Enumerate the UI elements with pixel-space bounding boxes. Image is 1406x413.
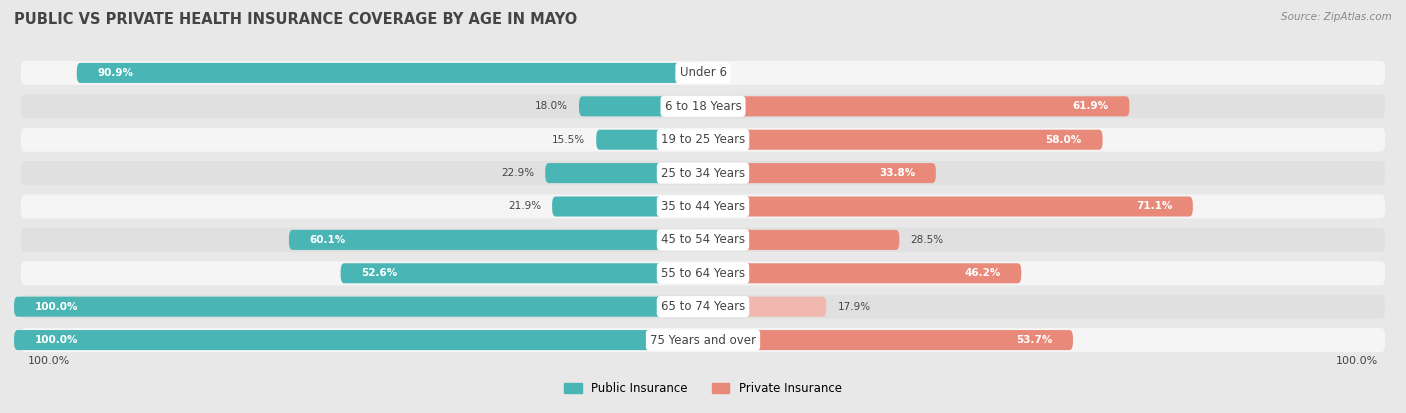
Text: 25 to 34 Years: 25 to 34 Years: [661, 166, 745, 180]
FancyBboxPatch shape: [14, 330, 703, 350]
Text: 100.0%: 100.0%: [28, 356, 70, 366]
Text: 60.1%: 60.1%: [309, 235, 346, 245]
FancyBboxPatch shape: [703, 230, 900, 250]
Text: 53.7%: 53.7%: [1017, 335, 1052, 345]
Text: Under 6: Under 6: [679, 66, 727, 79]
FancyBboxPatch shape: [703, 130, 1102, 150]
Text: 46.2%: 46.2%: [965, 268, 1001, 278]
Text: 55 to 64 Years: 55 to 64 Years: [661, 267, 745, 280]
FancyBboxPatch shape: [21, 94, 1385, 119]
Text: 6 to 18 Years: 6 to 18 Years: [665, 100, 741, 113]
FancyBboxPatch shape: [21, 61, 1385, 85]
Text: 90.9%: 90.9%: [97, 68, 134, 78]
Text: 19 to 25 Years: 19 to 25 Years: [661, 133, 745, 146]
FancyBboxPatch shape: [21, 328, 1385, 352]
FancyBboxPatch shape: [21, 128, 1385, 152]
FancyBboxPatch shape: [546, 163, 703, 183]
Text: 21.9%: 21.9%: [508, 202, 541, 211]
Text: 22.9%: 22.9%: [501, 168, 534, 178]
Text: 28.5%: 28.5%: [910, 235, 943, 245]
FancyBboxPatch shape: [703, 197, 1192, 216]
Text: 65 to 74 Years: 65 to 74 Years: [661, 300, 745, 313]
Text: 100.0%: 100.0%: [1336, 356, 1378, 366]
Text: 61.9%: 61.9%: [1073, 101, 1109, 112]
FancyBboxPatch shape: [340, 263, 703, 283]
FancyBboxPatch shape: [290, 230, 703, 250]
Text: 58.0%: 58.0%: [1046, 135, 1083, 145]
FancyBboxPatch shape: [703, 263, 1021, 283]
Text: 100.0%: 100.0%: [35, 335, 79, 345]
FancyBboxPatch shape: [21, 195, 1385, 218]
FancyBboxPatch shape: [14, 297, 703, 317]
Text: 35 to 44 Years: 35 to 44 Years: [661, 200, 745, 213]
Text: 100.0%: 100.0%: [35, 301, 79, 312]
FancyBboxPatch shape: [21, 228, 1385, 252]
Text: 18.0%: 18.0%: [534, 101, 568, 112]
FancyBboxPatch shape: [703, 163, 936, 183]
FancyBboxPatch shape: [579, 96, 703, 116]
Text: 75 Years and over: 75 Years and over: [650, 334, 756, 347]
Text: 15.5%: 15.5%: [553, 135, 585, 145]
FancyBboxPatch shape: [703, 330, 1073, 350]
Legend: Public Insurance, Private Insurance: Public Insurance, Private Insurance: [564, 382, 842, 395]
Text: 17.9%: 17.9%: [838, 301, 870, 312]
FancyBboxPatch shape: [596, 130, 703, 150]
Text: PUBLIC VS PRIVATE HEALTH INSURANCE COVERAGE BY AGE IN MAYO: PUBLIC VS PRIVATE HEALTH INSURANCE COVER…: [14, 12, 578, 27]
FancyBboxPatch shape: [77, 63, 703, 83]
FancyBboxPatch shape: [703, 96, 1129, 116]
FancyBboxPatch shape: [553, 197, 703, 216]
FancyBboxPatch shape: [703, 297, 827, 317]
Text: 45 to 54 Years: 45 to 54 Years: [661, 233, 745, 247]
Text: 71.1%: 71.1%: [1136, 202, 1173, 211]
Text: 33.8%: 33.8%: [879, 168, 915, 178]
Text: 52.6%: 52.6%: [361, 268, 398, 278]
FancyBboxPatch shape: [21, 161, 1385, 185]
FancyBboxPatch shape: [21, 261, 1385, 285]
FancyBboxPatch shape: [21, 294, 1385, 319]
Text: Source: ZipAtlas.com: Source: ZipAtlas.com: [1281, 12, 1392, 22]
